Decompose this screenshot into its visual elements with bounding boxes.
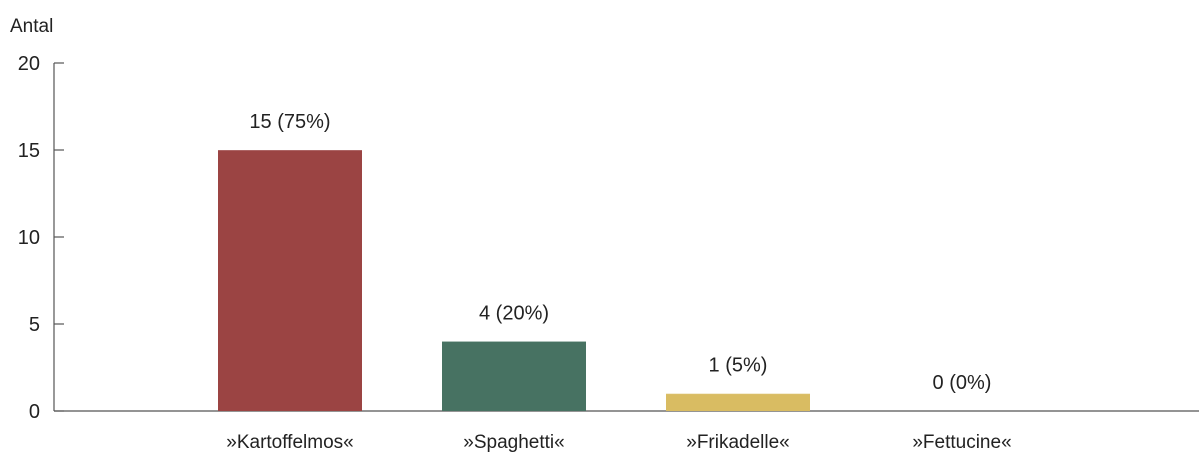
x-tick-label: »Fettucine«: [912, 432, 1011, 453]
labels: 15 (75%) »Kartoffelmos« 4 (20%) »Spaghetti«…: [226, 111, 1011, 453]
y-tick-label: 20: [18, 53, 40, 75]
data-label: 0 (0%): [933, 372, 992, 394]
y-tick-label: 15: [18, 140, 40, 162]
x-tick-label: »Spaghetti«: [463, 432, 564, 453]
data-label: 1 (5%): [709, 355, 768, 377]
bar: [442, 341, 586, 411]
y-tick-label: 10: [18, 227, 40, 249]
data-label: 15 (75%): [249, 111, 330, 133]
bar: [218, 150, 362, 411]
x-tick-label: »Kartoffelmos«: [226, 432, 353, 453]
y-tick-label: 5: [29, 314, 40, 336]
y-tick-label: 0: [29, 401, 40, 423]
bar: [666, 393, 810, 411]
data-label: 4 (20%): [479, 302, 549, 324]
y-axis-label: Antal: [10, 16, 53, 37]
bars: [218, 149, 810, 411]
x-tick-label: »Frikadelle«: [686, 432, 790, 453]
axes: 0 5 10 15 20: [18, 53, 1199, 423]
